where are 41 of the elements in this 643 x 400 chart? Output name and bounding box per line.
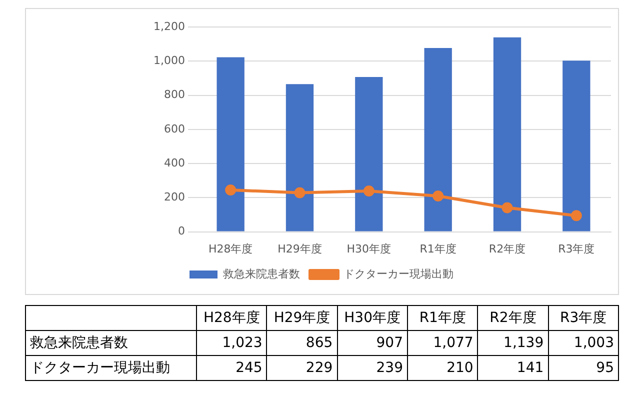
data-label: 239	[337, 356, 408, 380]
category-label: H30年度	[344, 310, 400, 326]
point	[502, 202, 513, 214]
text: 救急来院患者数	[30, 335, 128, 351]
data-label: 1,023	[196, 330, 267, 356]
data-label: 245	[196, 356, 267, 380]
x-tick-label: R1年度	[420, 242, 456, 256]
data-label: 1,077	[407, 330, 478, 356]
y-tick-label: 0	[178, 224, 185, 238]
category-label: R3年度	[560, 310, 607, 326]
legend-label: 救急来院患者数	[222, 267, 300, 280]
category-label: H29年度	[274, 310, 330, 326]
y-tick-label: 1,000	[154, 54, 185, 67]
y-tick-label: 600	[164, 122, 185, 136]
data-label: 229	[266, 356, 338, 380]
x-tick-label: R3年度	[558, 242, 595, 256]
data-label: 907	[337, 330, 408, 356]
y-tick-label: 1,200	[154, 20, 185, 33]
point	[294, 187, 306, 198]
x-tick-label: H29年度	[278, 242, 322, 256]
data-label: 95	[548, 356, 618, 380]
x-tick-label: R2年度	[488, 242, 526, 256]
data-label: 865	[266, 330, 338, 356]
point	[363, 186, 374, 197]
data-label: 1,003	[548, 330, 618, 356]
category-label: R1年度	[419, 310, 466, 326]
point	[570, 210, 582, 222]
category-label: R2年度	[490, 310, 536, 326]
data-label: 141	[478, 356, 548, 380]
data-label: 210	[407, 356, 478, 380]
y-tick-label: 400	[164, 156, 185, 170]
point	[432, 190, 444, 202]
point	[225, 184, 236, 196]
y-tick-label: 200	[164, 190, 185, 204]
data-label: 1,139	[478, 330, 548, 356]
y-tick-label: 800	[164, 88, 185, 102]
legend-label: ドクターカー現場出動	[344, 267, 454, 280]
text: ドクターカー現場出動	[30, 360, 170, 376]
x-tick-label: H30年度	[346, 242, 392, 256]
x-tick-label: H28年度	[208, 242, 253, 256]
category-label: H28年度	[203, 310, 260, 326]
